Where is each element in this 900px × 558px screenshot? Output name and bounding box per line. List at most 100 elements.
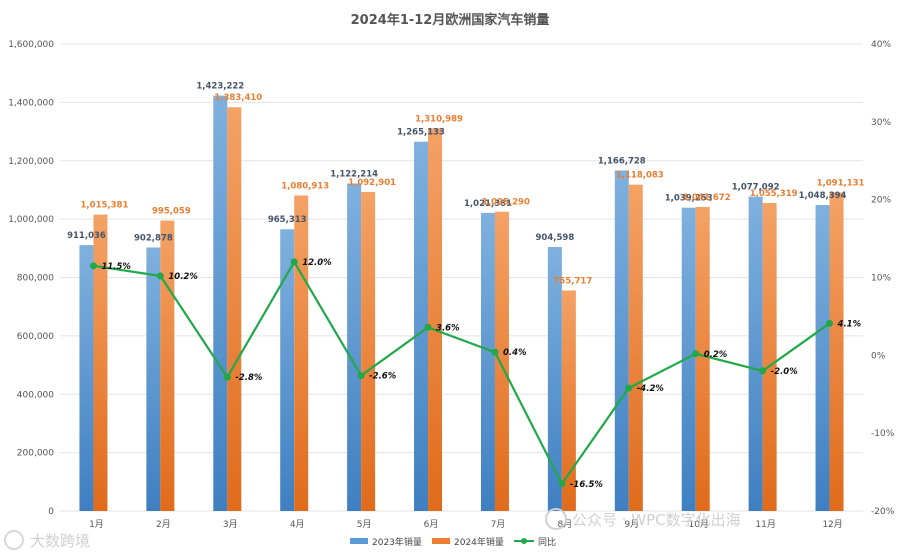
bar-2023 [213,95,228,511]
yoy-marker [826,319,834,327]
bar-2024 [561,290,576,511]
x-tick-label: 3月 [223,519,238,530]
watermark-text-left: 大数跨境 [30,532,90,550]
watermark-logo-icon [4,530,24,550]
data-label-2024: 1,055,319 [750,189,798,199]
data-label-yoy: 0.2% [704,350,728,360]
yoy-marker [156,272,164,280]
y-left-tick-label: 1,200,000 [8,157,54,167]
x-tick-label: 5月 [357,519,372,530]
data-label-2023: 902,878 [134,233,173,243]
data-label-2024: 755,717 [554,276,593,286]
bar-2024 [160,220,175,512]
bar-2024 [428,128,443,511]
data-label-yoy: -2.0% [771,367,799,377]
data-label-2023: 1,021,381 [464,199,512,209]
bars [79,95,844,512]
legend-label-2023: 2023年销量 [372,536,422,548]
legend-swatch-2024 [432,538,450,544]
yoy-marker [558,480,566,488]
y-right-tick-label: 10% [871,274,891,284]
bar-2023 [280,229,295,511]
data-label-2023: 1,265,133 [397,128,445,138]
x-tick-label: 12月 [822,519,842,530]
y-left-tick-label: 600,000 [17,332,54,342]
bar-2024 [829,192,844,512]
data-label-2024: 1,092,901 [348,178,396,188]
data-label-2023: 1,077,092 [732,183,780,193]
watermark-bottom-right: 公众号 · WPC数字化出海 [545,508,741,530]
bar-2023 [547,246,562,511]
data-label-2024: 1,091,131 [817,179,865,189]
y-left-tick-label: 0 [48,507,54,517]
bar-2023 [480,212,495,512]
x-tick-label: 7月 [491,519,506,530]
bar-2024 [294,195,309,511]
y-left-tick-label: 200,000 [17,449,54,459]
watermark-text-right: 公众号 · WPC数字化出海 [572,511,741,529]
y-left-tick-label: 1,400,000 [8,98,54,108]
yoy-marker [491,348,499,356]
data-label-2023: 1,122,214 [330,169,378,179]
data-label-yoy: -2.8% [235,373,263,383]
y-right-tick-label: 30% [871,118,891,128]
data-label-2024: 995,059 [152,207,191,217]
x-tick-label: 2月 [156,519,171,530]
data-label-2023: 904,598 [536,233,575,243]
bar-2023 [681,207,696,511]
yoy-marker [290,258,298,266]
data-label-2023: 911,036 [67,231,106,241]
y-right-tick-label: 0% [871,351,886,361]
bar-2023 [748,196,763,511]
yoy-marker [692,350,700,358]
bar-2024 [93,214,108,511]
y-right-tick-label: 20% [871,196,891,206]
wechat-icon [545,508,567,530]
yoy-marker [424,323,432,331]
data-labels: 911,036 1,015,381 902,878 995,059 1,423,222 1… [67,82,864,490]
grid-lines [60,43,863,512]
data-label-2023: 1,166,728 [598,156,646,166]
data-label-yoy: 3.6% [436,323,460,333]
y-left-tick-label: 800,000 [17,274,54,284]
data-label-2023: 1,048,394 [799,191,847,201]
y-axis-left: 0 200,000 400,000 600,000 800,000 1,000,000 1,… [8,40,54,517]
data-label-yoy: 10.2% [168,272,198,282]
bar-2024 [762,202,777,511]
yoy-marker [89,262,97,270]
data-label-2024: 1,080,913 [281,182,329,192]
legend-swatch-2023 [350,538,368,544]
bar-2023 [347,183,362,511]
yoy-marker [625,384,633,392]
data-label-yoy: 4.1% [837,319,862,329]
x-tick-label: 9月 [624,519,639,530]
data-label-2024: 1,025,290 [482,198,530,208]
data-label-2024: 1,310,989 [415,114,463,124]
y-right-tick-label: 40% [871,40,891,50]
bar-2024 [227,107,242,511]
bar-2023 [614,170,629,512]
yoy-marker [759,367,767,375]
bar-2023 [414,141,429,511]
yoy-line-path [93,259,831,486]
y-left-tick-label: 1,000,000 [8,215,54,225]
legend-marker-yoy [521,538,527,544]
data-label-2024: 1,118,083 [616,171,664,181]
bar-2024 [361,192,376,511]
x-axis: 1月 2月 3月 4月 5月 6月 7月 8月 9月 10月 11月 12月 [89,519,843,530]
data-label-2023: 1,423,222 [196,82,244,92]
yoy-marker [357,372,365,380]
x-tick-label: 1月 [89,519,104,530]
data-label-2023: 1,039,253 [665,194,713,204]
bar-2024 [695,206,710,512]
data-label-2024: 1,041,672 [683,193,731,203]
y-left-tick-label: 400,000 [17,390,54,400]
watermark-bottom-left: 大数跨境 [4,530,90,550]
data-label-yoy: 11.5% [101,262,131,272]
legend: 2023年销量 2024年销量 同比 [350,536,556,548]
data-label-2024: 1,015,381 [81,201,129,211]
x-tick-label: 4月 [290,519,305,530]
bar-2023 [146,247,161,512]
y-right-tick-label: -20% [871,507,895,517]
